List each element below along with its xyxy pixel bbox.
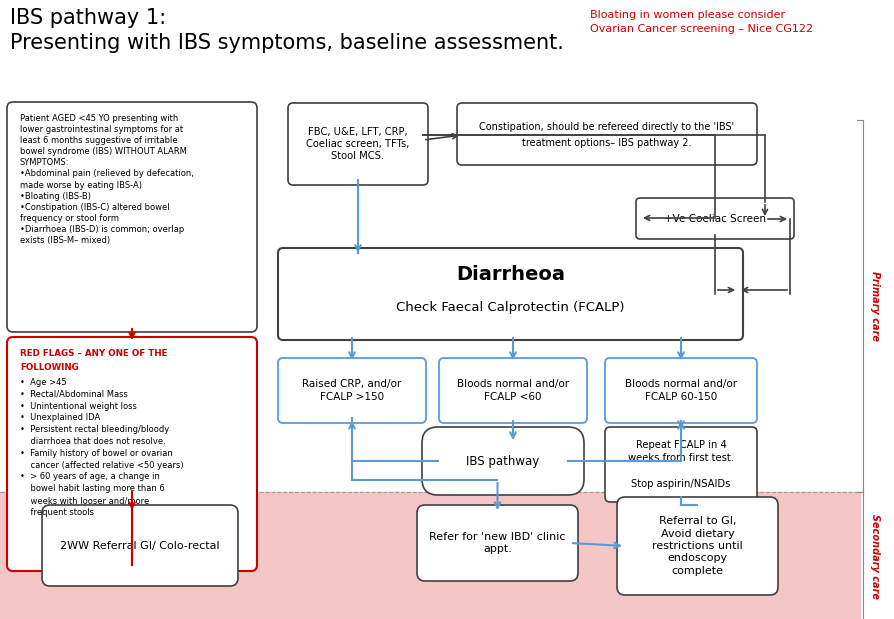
Text: Check Faecal Calprotectin (FCALP): Check Faecal Calprotectin (FCALP) [396,301,624,314]
Text: FOLLOWING: FOLLOWING [20,363,79,372]
Text: Presenting with IBS symptoms, baseline assessment.: Presenting with IBS symptoms, baseline a… [10,33,563,53]
FancyBboxPatch shape [604,427,756,502]
FancyBboxPatch shape [7,102,257,332]
Text: FBC, U&E, LFT, CRP,
Coeliac screen, TFTs,
Stool MCS.: FBC, U&E, LFT, CRP, Coeliac screen, TFTs… [306,127,409,162]
FancyBboxPatch shape [42,505,238,586]
FancyBboxPatch shape [278,248,742,340]
Text: Referral to GI,
Avoid dietary
restrictions until
endoscopy
complete: Referral to GI, Avoid dietary restrictio… [652,516,742,576]
Text: treatment options– IBS pathway 2.: treatment options– IBS pathway 2. [522,138,691,148]
Text: •  Age >45
•  Rectal/Abdominal Mass
•  Unintentional weight loss
•  Unexplained : • Age >45 • Rectal/Abdominal Mass • Unin… [20,378,183,517]
FancyBboxPatch shape [288,103,427,185]
FancyBboxPatch shape [7,337,257,571]
Text: Constipation, should be refereed directly to the 'IBS': Constipation, should be refereed directl… [479,122,734,132]
Text: +Ve Coeliac Screen: +Ve Coeliac Screen [663,214,765,223]
FancyBboxPatch shape [439,358,586,423]
Text: RED FLAGS – ANY ONE OF THE: RED FLAGS – ANY ONE OF THE [20,349,167,358]
FancyBboxPatch shape [616,497,777,595]
FancyBboxPatch shape [422,427,584,495]
Text: Refer for 'new IBD' clinic
appt.: Refer for 'new IBD' clinic appt. [429,532,565,554]
Bar [0,492,859,619]
Text: Bloating in women please consider
Ovarian Cancer screening – Nice CG122: Bloating in women please consider Ovaria… [589,10,813,34]
Text: IBS pathway 1:: IBS pathway 1: [10,8,166,28]
Text: Patient AGED <45 YO presenting with
lower gastrointestinal symptoms for at
least: Patient AGED <45 YO presenting with lowe… [20,114,194,245]
Text: Primary care: Primary care [869,271,879,341]
Text: IBS pathway: IBS pathway [466,454,539,467]
FancyBboxPatch shape [604,358,756,423]
Text: Repeat FCALP in 4
weeks from first test.

Stop aspirin/NSAIDs: Repeat FCALP in 4 weeks from first test.… [628,439,733,489]
Text: Bloods normal and/or
FCALP <60: Bloods normal and/or FCALP <60 [457,379,569,402]
FancyBboxPatch shape [417,505,578,581]
FancyBboxPatch shape [278,358,426,423]
Text: Secondary care: Secondary care [869,514,879,599]
FancyBboxPatch shape [457,103,756,165]
Text: Diarrheoa: Diarrheoa [455,266,564,285]
Text: Raised CRP, and/or
FCALP >150: Raised CRP, and/or FCALP >150 [302,379,401,402]
FancyBboxPatch shape [636,198,793,239]
Text: Bloods normal and/or
FCALP 60-150: Bloods normal and/or FCALP 60-150 [624,379,737,402]
Text: 2WW Referral GI/ Colo-rectal: 2WW Referral GI/ Colo-rectal [60,540,220,550]
